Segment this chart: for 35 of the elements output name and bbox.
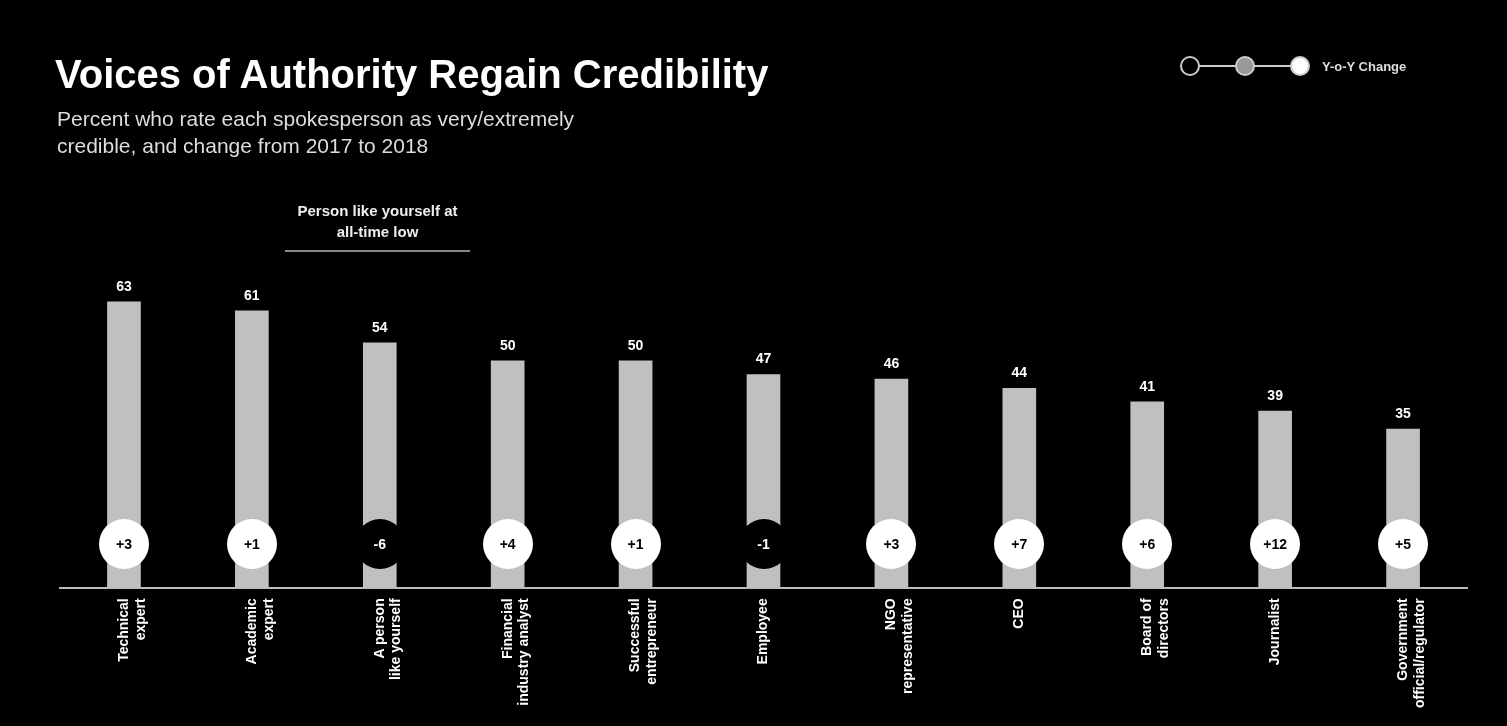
- circle-icon: +6: [1122, 519, 1173, 570]
- data-label: 46: [883, 355, 900, 371]
- circle-icon: +1: [226, 519, 277, 570]
- x-tick-label: A person like yourself: [370, 597, 404, 681]
- x-tick-label: Successful entrepreneur: [626, 597, 660, 685]
- data-label: 50: [499, 336, 516, 353]
- data-label: 44: [1011, 364, 1028, 381]
- x-tick-label: Journalist: [1266, 597, 1282, 666]
- data-label: 41: [1139, 377, 1156, 394]
- circle-icon: +3: [866, 519, 917, 570]
- circle-icon: +7: [994, 519, 1045, 570]
- circle-icon: +4: [482, 519, 533, 570]
- data-label: 50: [627, 336, 644, 353]
- circle-icon: +3: [98, 519, 149, 570]
- circle-icon: +1: [610, 519, 661, 570]
- chart-subtitle: Percent who rate each spokesperson as very/extremely credible, and change from 2017 to 2018: [57, 106, 576, 159]
- x-tick-label: NGO representative: [882, 598, 916, 695]
- x-tick-label: Government official/regulator: [1393, 597, 1427, 708]
- legend-title: Y-o-Y Change: [1322, 58, 1407, 74]
- data-label: 39: [1267, 386, 1284, 403]
- x-tick-label: Financial industry analyst: [498, 597, 532, 706]
- data-label: 35: [1395, 405, 1412, 422]
- data-label: 63: [116, 277, 132, 294]
- x-tick-label: Technical expert: [114, 597, 148, 662]
- x-tick-label: Board of directors: [1138, 597, 1171, 659]
- chart-title: Voices of Authority Regain Credibility: [55, 52, 769, 97]
- x-tick-label: Academic expert: [242, 597, 276, 665]
- text: Person like yourself at all-time low: [285, 200, 470, 252]
- x-tick-label: CEO: [1010, 598, 1027, 629]
- x-tick-label: Employee: [754, 598, 771, 665]
- data-label: 47: [755, 350, 772, 367]
- circle-icon: +5: [1378, 519, 1429, 570]
- circle-icon: +12: [1250, 519, 1301, 570]
- data-label: 54: [371, 318, 388, 335]
- data-label: 61: [244, 286, 260, 303]
